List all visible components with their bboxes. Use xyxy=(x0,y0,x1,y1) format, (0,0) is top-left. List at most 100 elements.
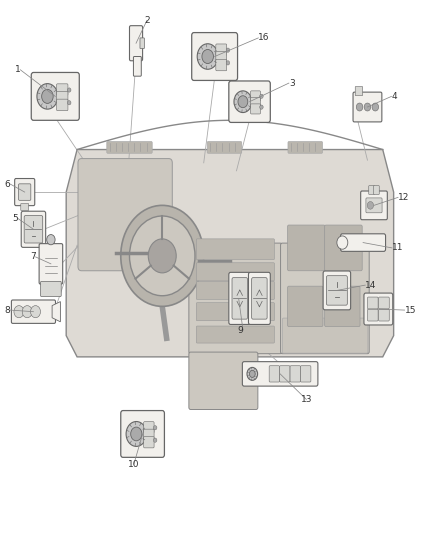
Text: 12: 12 xyxy=(398,193,410,202)
FancyBboxPatch shape xyxy=(355,86,363,95)
FancyBboxPatch shape xyxy=(364,293,393,325)
Text: 15: 15 xyxy=(405,305,416,314)
FancyBboxPatch shape xyxy=(57,92,68,103)
Text: 1: 1 xyxy=(14,66,20,74)
Text: 5: 5 xyxy=(12,214,18,223)
FancyBboxPatch shape xyxy=(229,81,270,123)
FancyBboxPatch shape xyxy=(242,362,318,386)
FancyBboxPatch shape xyxy=(41,281,61,296)
Circle shape xyxy=(372,103,378,111)
FancyBboxPatch shape xyxy=(248,272,270,325)
Circle shape xyxy=(148,239,176,273)
Text: 4: 4 xyxy=(392,92,397,101)
FancyBboxPatch shape xyxy=(269,366,279,382)
Circle shape xyxy=(238,96,248,108)
Circle shape xyxy=(226,48,230,52)
FancyBboxPatch shape xyxy=(366,198,382,213)
Circle shape xyxy=(367,201,374,209)
Text: 16: 16 xyxy=(258,34,270,43)
FancyBboxPatch shape xyxy=(288,286,323,327)
Circle shape xyxy=(337,236,348,249)
Text: 14: 14 xyxy=(365,280,377,289)
FancyBboxPatch shape xyxy=(31,72,79,120)
FancyBboxPatch shape xyxy=(189,243,282,354)
Circle shape xyxy=(153,426,157,430)
FancyBboxPatch shape xyxy=(196,303,275,321)
FancyBboxPatch shape xyxy=(216,44,227,55)
Circle shape xyxy=(249,370,255,377)
FancyBboxPatch shape xyxy=(281,243,369,354)
FancyBboxPatch shape xyxy=(325,225,362,271)
FancyBboxPatch shape xyxy=(130,26,143,61)
FancyBboxPatch shape xyxy=(18,184,31,200)
FancyBboxPatch shape xyxy=(144,422,154,433)
Circle shape xyxy=(67,101,71,105)
Circle shape xyxy=(197,44,218,69)
Circle shape xyxy=(234,91,252,112)
Text: 11: 11 xyxy=(392,244,403,253)
Circle shape xyxy=(121,205,204,306)
FancyBboxPatch shape xyxy=(24,215,43,243)
Text: 8: 8 xyxy=(4,305,11,314)
FancyBboxPatch shape xyxy=(232,278,247,319)
Text: 3: 3 xyxy=(289,78,295,87)
FancyBboxPatch shape xyxy=(367,297,378,309)
FancyBboxPatch shape xyxy=(121,410,164,457)
Circle shape xyxy=(42,90,53,103)
FancyBboxPatch shape xyxy=(369,185,374,195)
FancyBboxPatch shape xyxy=(290,366,300,382)
FancyBboxPatch shape xyxy=(325,286,360,327)
Circle shape xyxy=(260,94,263,99)
FancyBboxPatch shape xyxy=(189,352,258,409)
FancyBboxPatch shape xyxy=(360,191,387,220)
FancyBboxPatch shape xyxy=(144,437,154,448)
FancyBboxPatch shape xyxy=(11,300,56,324)
FancyBboxPatch shape xyxy=(251,91,261,101)
Circle shape xyxy=(126,422,147,447)
FancyBboxPatch shape xyxy=(21,204,28,211)
Text: 13: 13 xyxy=(300,395,312,404)
FancyBboxPatch shape xyxy=(192,33,237,80)
FancyBboxPatch shape xyxy=(207,142,242,154)
Circle shape xyxy=(364,103,371,111)
Polygon shape xyxy=(52,302,60,322)
Circle shape xyxy=(260,105,263,109)
Text: 10: 10 xyxy=(128,460,140,469)
Text: 9: 9 xyxy=(237,326,243,335)
FancyBboxPatch shape xyxy=(378,297,389,309)
FancyBboxPatch shape xyxy=(140,38,145,49)
Circle shape xyxy=(22,305,32,318)
Circle shape xyxy=(67,88,71,92)
FancyBboxPatch shape xyxy=(283,318,368,353)
FancyBboxPatch shape xyxy=(252,278,267,319)
Circle shape xyxy=(14,305,24,318)
Circle shape xyxy=(131,427,142,441)
Circle shape xyxy=(153,438,157,442)
Circle shape xyxy=(130,216,195,296)
FancyBboxPatch shape xyxy=(300,366,311,382)
FancyBboxPatch shape xyxy=(378,309,389,321)
FancyBboxPatch shape xyxy=(229,272,251,325)
FancyBboxPatch shape xyxy=(78,159,172,271)
FancyBboxPatch shape xyxy=(144,429,154,440)
Circle shape xyxy=(31,305,40,318)
FancyBboxPatch shape xyxy=(279,366,290,382)
Circle shape xyxy=(357,103,363,111)
Circle shape xyxy=(37,84,58,109)
FancyBboxPatch shape xyxy=(251,98,261,108)
FancyBboxPatch shape xyxy=(216,59,227,71)
FancyBboxPatch shape xyxy=(323,271,351,310)
FancyBboxPatch shape xyxy=(341,234,385,252)
Text: 7: 7 xyxy=(30,253,35,261)
Circle shape xyxy=(202,50,213,63)
FancyBboxPatch shape xyxy=(367,309,378,321)
FancyBboxPatch shape xyxy=(353,92,382,122)
FancyBboxPatch shape xyxy=(196,239,275,260)
FancyBboxPatch shape xyxy=(14,179,35,206)
FancyBboxPatch shape xyxy=(134,56,141,76)
Circle shape xyxy=(47,235,55,245)
FancyBboxPatch shape xyxy=(39,244,63,284)
FancyBboxPatch shape xyxy=(196,263,275,281)
FancyBboxPatch shape xyxy=(288,142,322,154)
FancyBboxPatch shape xyxy=(57,99,68,111)
